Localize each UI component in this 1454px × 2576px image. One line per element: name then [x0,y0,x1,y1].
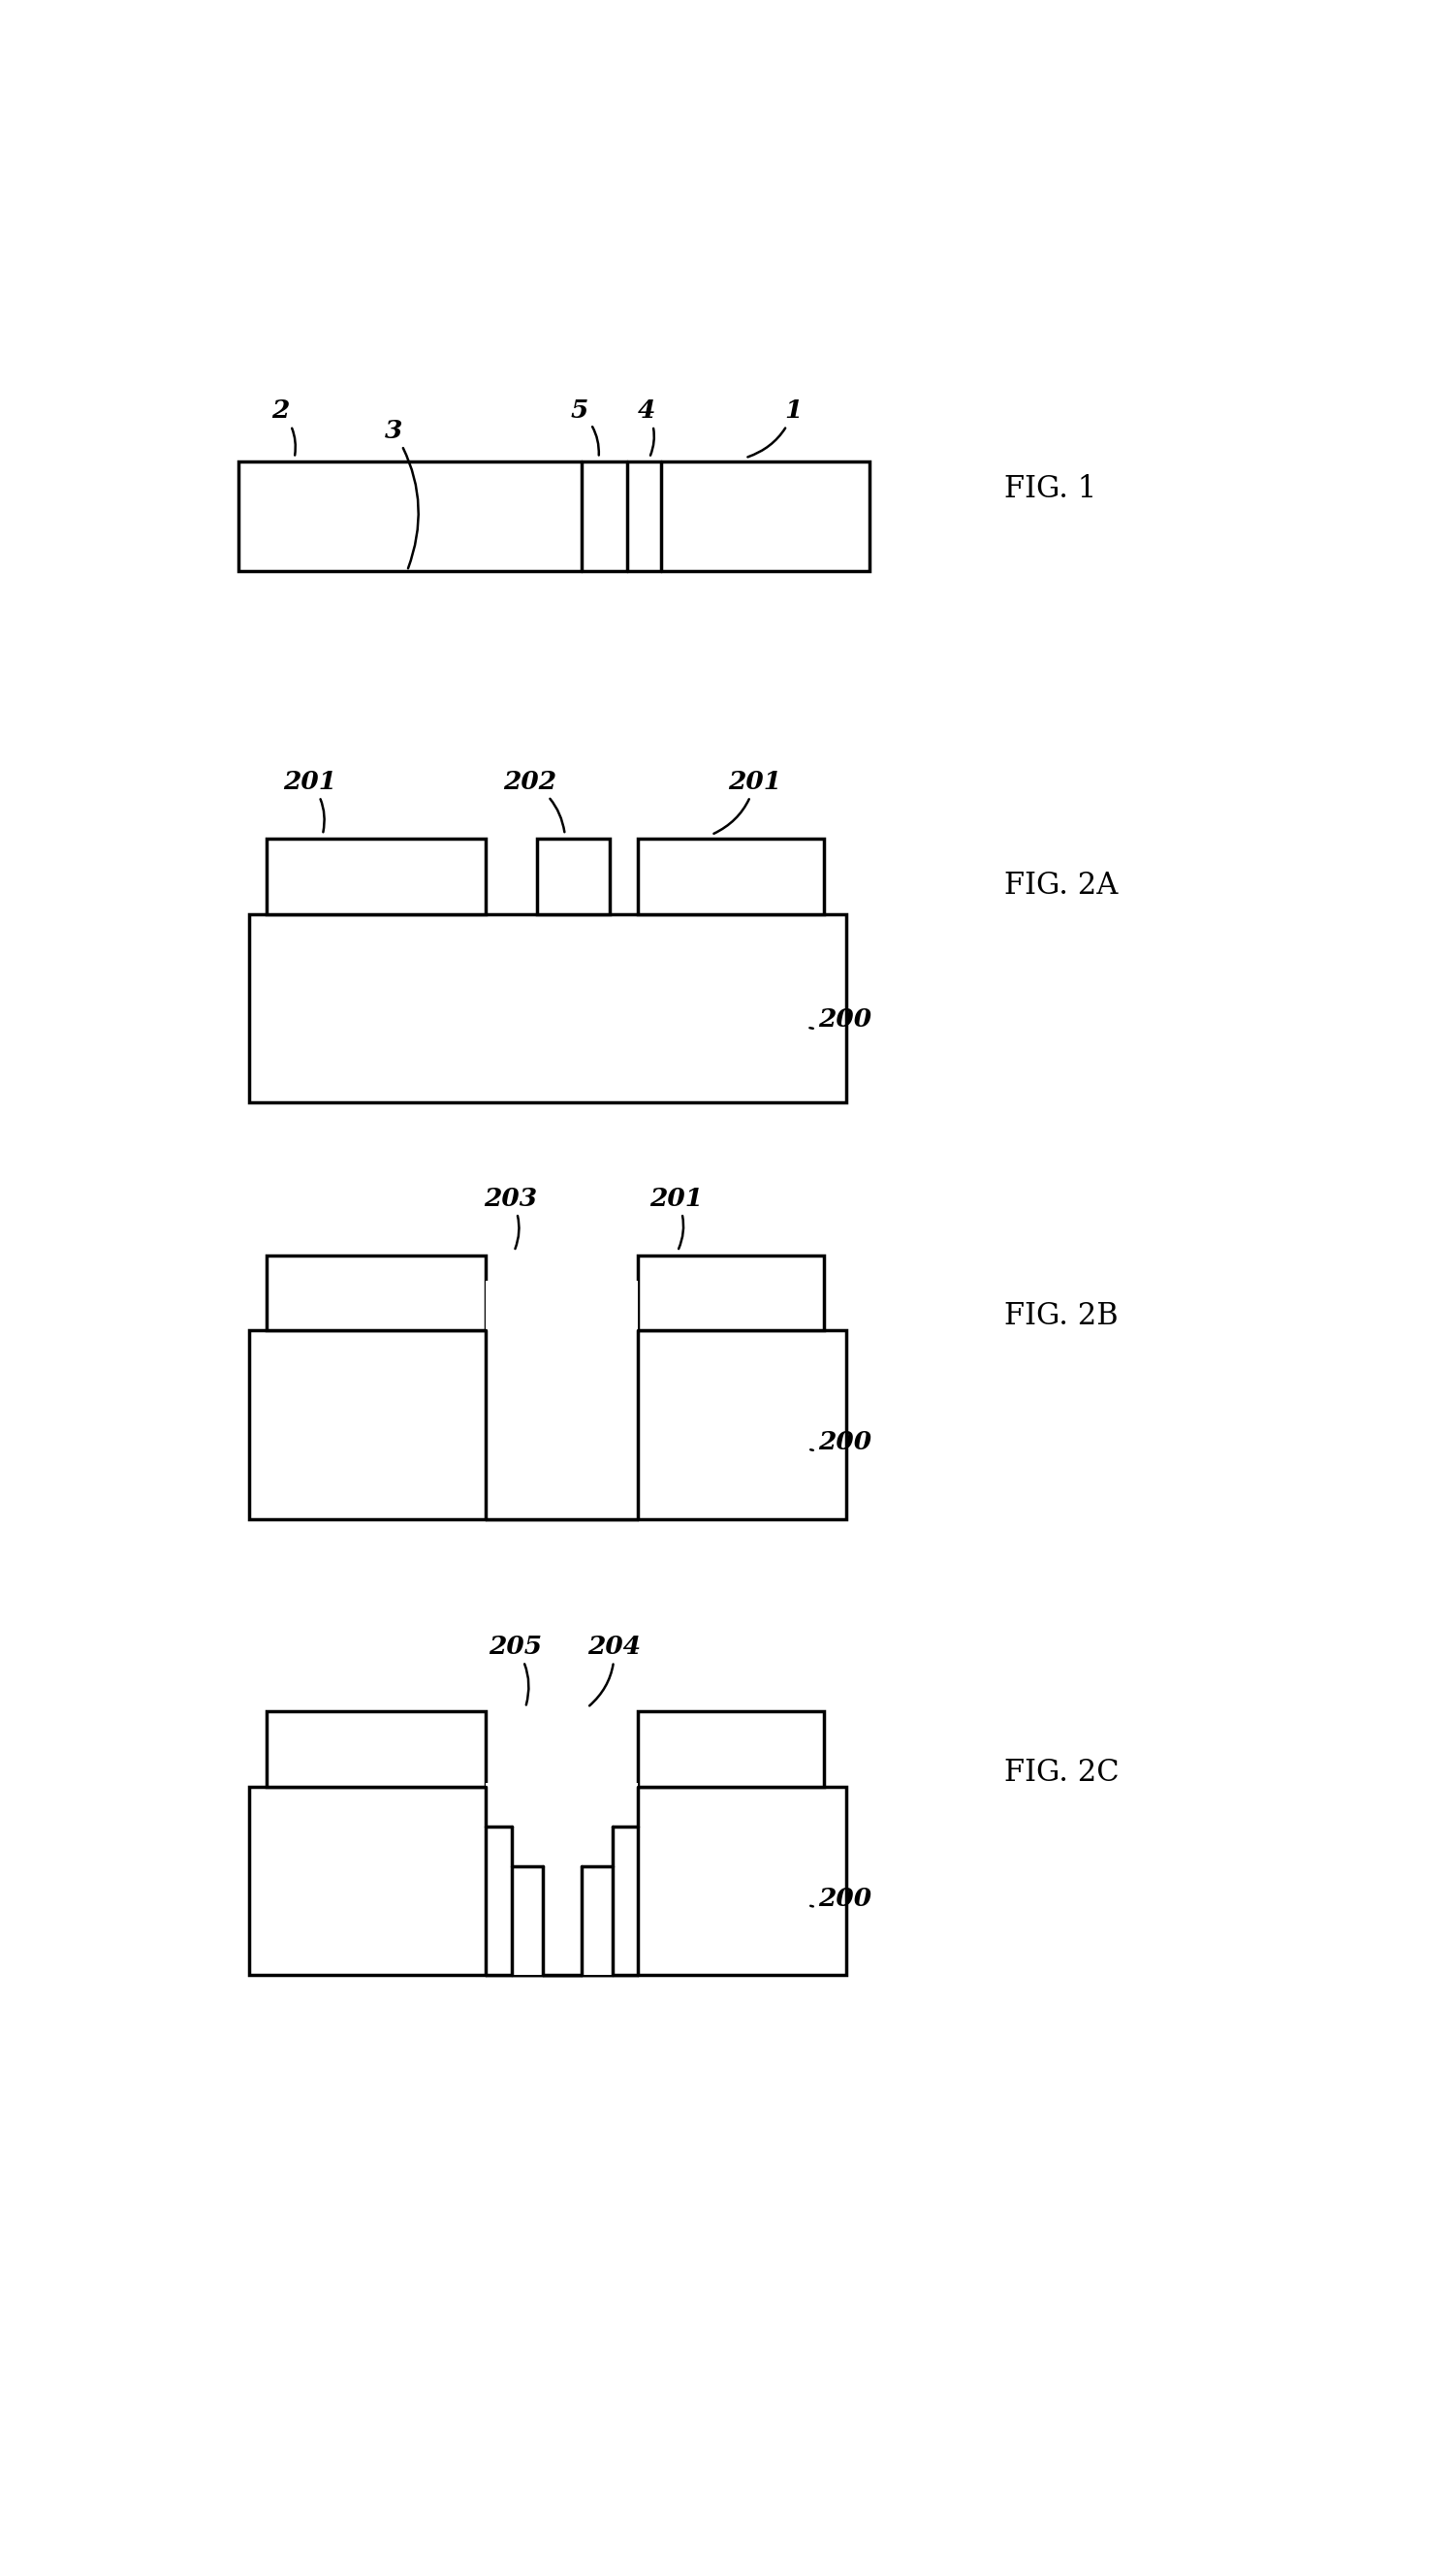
Bar [486,1280,638,1381]
Bar [486,1788,638,1976]
Bar [486,1332,638,1520]
Bar [238,461,869,572]
Text: 200: 200 [810,1007,872,1033]
Text: FIG. 1: FIG. 1 [1005,474,1096,505]
Bar [250,1332,846,1520]
Bar [638,1255,824,1332]
Bar [486,1783,638,1790]
Bar [250,914,846,1103]
Text: 202: 202 [503,770,564,832]
Bar [512,1826,612,1976]
Bar [266,1255,486,1332]
Text: 204: 204 [587,1636,641,1705]
Bar [537,840,611,914]
Bar [638,1710,824,1788]
Bar [250,1788,846,1976]
Text: FIG. 2A: FIG. 2A [1005,871,1118,902]
Text: 203: 203 [484,1188,537,1249]
Text: 3: 3 [384,420,419,569]
Text: 200: 200 [810,1430,872,1455]
Bar [542,1865,582,1976]
Text: 201: 201 [650,1188,702,1249]
Text: 1: 1 [747,399,803,456]
Text: 205: 205 [489,1636,542,1705]
Bar [638,840,824,914]
Text: 201: 201 [714,770,782,835]
Bar [266,840,486,914]
Bar [266,1710,486,1788]
Text: 201: 201 [284,770,336,832]
Text: 200: 200 [810,1886,872,1911]
Text: 5: 5 [570,399,599,456]
Text: 2: 2 [272,399,295,456]
Text: FIG. 2B: FIG. 2B [1005,1301,1118,1332]
Text: 4: 4 [638,399,656,456]
Text: FIG. 2C: FIG. 2C [1005,1757,1120,1788]
